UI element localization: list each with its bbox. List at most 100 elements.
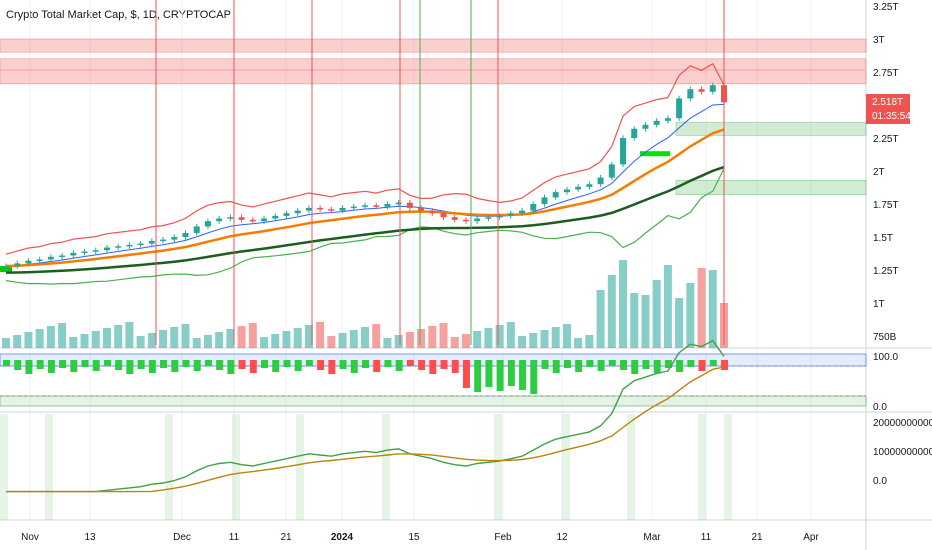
volume-bar [304, 325, 313, 348]
candle-body [70, 252, 77, 256]
price-axis-label: 2.75T [873, 68, 899, 79]
candle-body [709, 85, 716, 92]
price-axis-label: 750B [873, 332, 897, 343]
candle-body [227, 217, 234, 219]
candle-body [261, 218, 268, 222]
time-axis-label: Dec [173, 532, 191, 543]
volume-bar [327, 336, 336, 348]
volume-bar [607, 275, 616, 348]
resistance-zone [0, 70, 867, 85]
candle-body [160, 239, 167, 242]
volume-bar [641, 295, 650, 348]
oscillator-bar [47, 360, 55, 373]
volume-bar [136, 336, 145, 348]
highlight-column [165, 414, 173, 520]
oscillator-bar [676, 360, 684, 372]
candle-body [182, 233, 189, 237]
oscillator-bar [59, 360, 67, 368]
volume-bar [316, 322, 325, 348]
time-axis-label: Feb [494, 532, 512, 543]
oscillator-bar [709, 360, 717, 366]
last-price-value: 2.518T [872, 97, 904, 108]
time-axis-label: Nov [21, 532, 39, 543]
candle-body [541, 197, 548, 204]
oscillator-bar [530, 360, 538, 394]
candle-body [631, 128, 638, 138]
oscillator-bar [137, 360, 145, 369]
price-axis-label: 3.25T [873, 2, 899, 13]
candle-body [620, 138, 627, 165]
volume-bar [215, 332, 224, 348]
candle-body [3, 266, 9, 268]
candle-body [350, 206, 357, 209]
volume-bar [372, 324, 381, 348]
mid-ma-line [5, 128, 725, 268]
oscillator-bar [631, 360, 639, 374]
oscillator-bar [81, 360, 89, 367]
volume-bar [147, 333, 156, 348]
volume-bar [181, 324, 190, 348]
volume-bar [450, 337, 459, 348]
oscillator-bar [36, 360, 44, 369]
oscillator-bar [182, 360, 190, 367]
candle-body [530, 204, 537, 211]
candle-body [59, 255, 66, 257]
oscillator-bar [721, 360, 728, 370]
oscillator-bar [418, 360, 426, 370]
candle-body [305, 207, 312, 211]
oscillator-bar [204, 360, 212, 366]
oscillator-bar [25, 360, 33, 374]
candle-body [395, 202, 402, 205]
candle-body [148, 240, 155, 244]
lower-slow-line [6, 366, 725, 493]
volume-bar [383, 338, 392, 348]
oscillator-bar [608, 360, 616, 366]
oscillator-bar [664, 360, 672, 368]
volume-bar [417, 329, 426, 348]
oscillator-bar [507, 360, 515, 386]
volume-bar [663, 265, 672, 348]
candle-body [485, 217, 492, 219]
signal-lines [155, 0, 725, 345]
candle-body [216, 218, 223, 222]
candle-body [429, 210, 436, 214]
volume-bar [574, 338, 583, 348]
volume-bar [170, 327, 179, 348]
candle-body [698, 89, 705, 92]
resistance-zone [0, 58, 867, 70]
countdown-timer: 01:35:54 [872, 111, 911, 122]
volume-bar [282, 331, 291, 348]
volume-bar [271, 334, 280, 348]
slow-ma-line [5, 165, 725, 274]
price-axis-label: 1.25T [873, 266, 899, 277]
candle-body [272, 215, 279, 219]
volume-bar [708, 270, 717, 348]
candle-body [339, 207, 346, 211]
volume-bar [461, 334, 470, 348]
volume-bar [551, 327, 560, 348]
oscillator-bar [474, 360, 482, 392]
time-axis-label: Apr [803, 532, 819, 543]
price-axis-label: 1.5T [873, 233, 893, 244]
highlight-column [627, 414, 635, 520]
oscillator-bar [148, 360, 156, 373]
oscillator-bar [563, 360, 571, 368]
oscillator-bar [14, 360, 22, 370]
oscillator-bar [350, 360, 358, 373]
oscillator-bar [552, 360, 560, 373]
price-axis-label: 3T [873, 35, 885, 46]
volume-bar [394, 335, 403, 348]
oscillator-bar [406, 360, 414, 366]
candle-body [283, 213, 290, 216]
oscillator-bar [92, 360, 100, 371]
oscillator-axis-label: 0.0 [873, 402, 887, 413]
volume-bar [405, 332, 414, 348]
volume-bar [46, 326, 55, 348]
highlight-column [698, 414, 706, 520]
candles [3, 82, 727, 270]
highlight-column [562, 414, 570, 520]
volume-bar [203, 335, 212, 348]
volume-bar [260, 337, 269, 348]
highlight-column [0, 414, 8, 520]
